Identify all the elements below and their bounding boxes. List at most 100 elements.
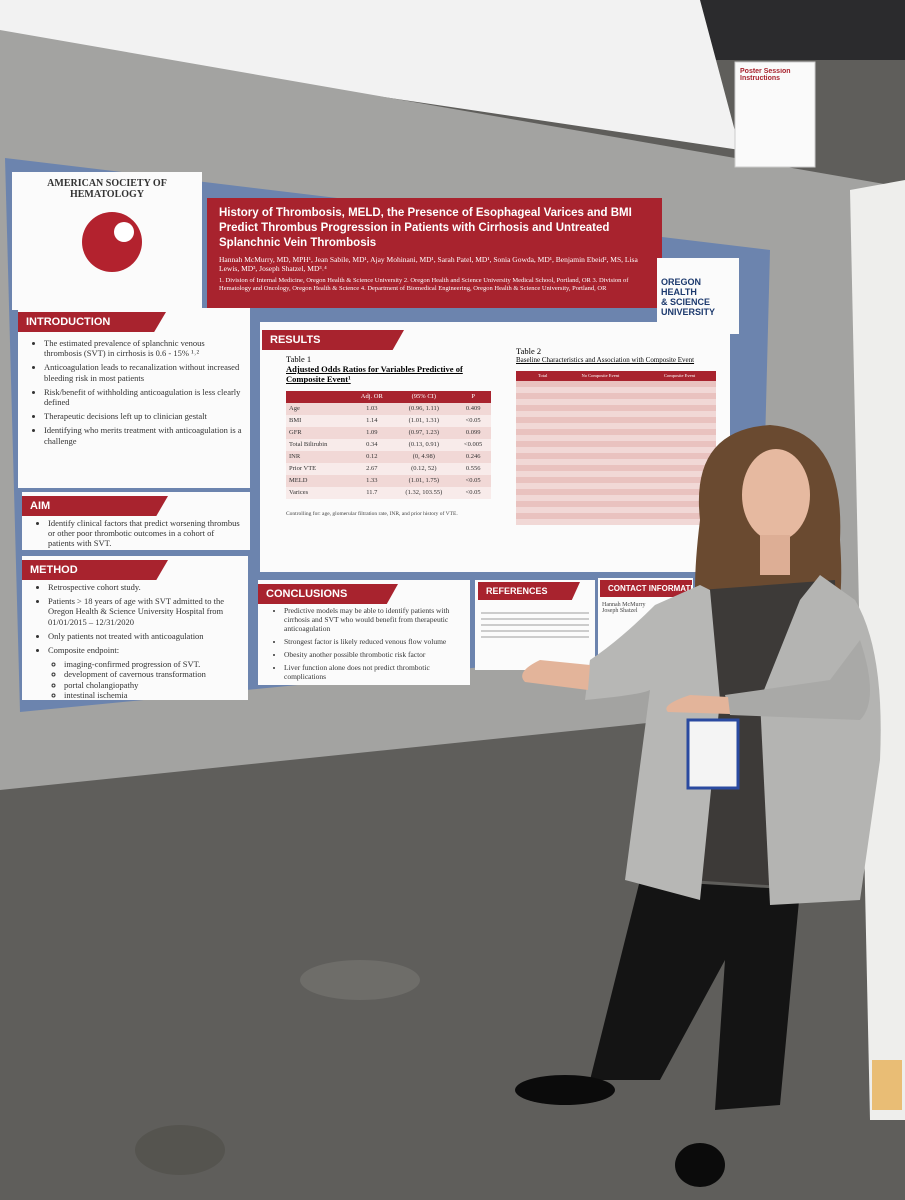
table-cell: MELD [286, 474, 352, 487]
table-header-row: Adj. OR (95% CI) P [286, 390, 491, 403]
introduction-list: The estimated prevalence of splanchnic v… [30, 338, 242, 446]
logo-mark [82, 212, 142, 272]
table: Total No Composite Event Composite Event [516, 370, 716, 381]
list-item: imaging-confirmed progression of SVT. [64, 659, 240, 669]
table-header-cell [286, 390, 352, 403]
table-row: Total Bilirubin 0.34 (0.13, 0.91) <0.005 [286, 438, 491, 451]
table-cell: (1.01, 1.75) [392, 474, 456, 487]
table-cell: BMI [286, 414, 352, 427]
logo-text: AMERICAN SOCIETY OF HEMATOLOGY [47, 178, 167, 200]
list-item: The estimated prevalence of splanchnic v… [44, 338, 242, 358]
table-header-cell: Composite Event [643, 370, 716, 381]
table-row [516, 506, 716, 513]
table-row [516, 488, 716, 495]
list-item: Composite endpoint: [48, 645, 240, 655]
table-cell: (0.12, 52) [392, 462, 456, 475]
authors: Hannah McMurry, MD, MPH¹, Jean Sabile, M… [219, 254, 638, 273]
table-row [516, 386, 716, 393]
table-header-cell: No Composite Event [557, 370, 644, 381]
section-heading: METHOD [22, 560, 168, 580]
table-row [516, 482, 716, 489]
table1: Table 1 Adjusted Odds Ratios for Variabl… [286, 354, 491, 517]
table-row [516, 410, 716, 417]
cup [872, 1060, 902, 1110]
table-footnote: Controlling for: age, glomerular filtrat… [286, 510, 458, 517]
floor-stain [135, 1125, 225, 1175]
list-item: Predictive models may be able to identif… [284, 606, 462, 633]
table-row [516, 500, 716, 507]
table-cell: 1.03 [351, 402, 393, 415]
table-cell: (0.97, 1.23) [392, 426, 456, 439]
method-list: Retrospective cohort study. Patients > 18… [34, 582, 240, 700]
contact-list: Hannah McMurry Joseph Shatzel [602, 602, 689, 614]
table-row [516, 452, 716, 459]
table-cell: 1.14 [351, 414, 393, 427]
sign [734, 61, 816, 168]
table-row [516, 434, 716, 441]
table-cell: <0.005 [455, 438, 491, 451]
table-row [516, 428, 716, 435]
section-heading: INTRODUCTION [18, 312, 166, 332]
list-item: Risk/benefit of withholding anticoagulat… [44, 387, 242, 407]
table-row [516, 446, 716, 453]
section-heading: RESULTS [262, 330, 404, 350]
table-row [516, 380, 716, 387]
table-cell: INR [286, 450, 352, 463]
table-row [516, 398, 716, 405]
list-item: Anticoagulation leads to recanalization … [44, 362, 242, 382]
table-row [516, 518, 716, 525]
table-row: BMI 1.14 (1.01, 1.31) <0.05 [286, 414, 491, 427]
table-cell: 11.7 [351, 486, 393, 499]
logo-circle [82, 212, 142, 272]
table-row [516, 494, 716, 501]
university-line: UNIVERSITY [661, 306, 716, 317]
table-cell: 0.556 [455, 462, 491, 475]
table-cell: <0.05 [455, 414, 491, 427]
list-item: intestinal ischemia [64, 690, 240, 700]
table-row [516, 512, 716, 519]
table-caption: Baseline Characteristics and Association… [516, 356, 695, 365]
table-cell: (1.32, 103.55) [392, 486, 456, 499]
table-cell: 0.409 [455, 402, 491, 415]
table-row: MELD 1.33 (1.01, 1.75) <0.05 [286, 474, 491, 487]
conclusions-panel: Predictive models may be able to identif… [258, 580, 470, 685]
table-caption: Adjusted Odds Ratios for Variables Predi… [286, 364, 463, 385]
table-cell: 0.246 [455, 450, 491, 463]
affiliations: 1. Division of Internal Medicine, Oregon… [219, 276, 629, 292]
list-item: Liver function alone does not predict th… [284, 663, 462, 681]
university-logo: OREGON HEALTH & SCIENCE UNIVERSITY [657, 258, 739, 334]
table-row [516, 404, 716, 411]
contact-line: Joseph Shatzel [602, 608, 638, 614]
table-cell: Varices [286, 486, 352, 499]
logo: AMERICAN SOCIETY OF HEMATOLOGY [12, 172, 202, 310]
list-item: Identifying who merits treatment with an… [44, 425, 242, 445]
list-item: Retrospective cohort study. [48, 582, 240, 592]
list-item: Identify clinical factors that predict w… [48, 518, 242, 549]
list-item: Strongest factor is likely reduced venou… [284, 637, 462, 646]
table-cell: 0.12 [351, 450, 393, 463]
table-cell: (1.01, 1.31) [392, 414, 456, 427]
table-cell: 1.09 [351, 426, 393, 439]
table-cell: <0.05 [455, 486, 491, 499]
table-row [516, 416, 716, 423]
table-cell: GFR [286, 426, 352, 439]
wall [0, 0, 740, 150]
table-cell: (0.96, 1.11) [392, 402, 456, 415]
section-heading: CONCLUSIONS [258, 584, 398, 604]
introduction-panel: The estimated prevalence of splanchnic v… [18, 308, 250, 488]
university-line: & SCIENCE [661, 296, 711, 307]
conclusions-list: Predictive models may be able to identif… [270, 606, 462, 681]
table-row: GFR 1.09 (0.97, 1.23) 0.099 [286, 426, 491, 439]
table-row [516, 464, 716, 471]
list-item: portal cholangiopathy [64, 680, 240, 690]
table-row: Age 1.03 (0.96, 1.11) 0.409 [286, 402, 491, 415]
table-row [516, 470, 716, 477]
section-heading: REFERENCES [478, 582, 580, 600]
table2: Table 2 Baseline Characteristics and Ass… [516, 346, 716, 525]
table-label: Table 1 [286, 354, 312, 364]
table-row: INR 0.12 (0, 4.98) 0.246 [286, 450, 491, 463]
university-line: OREGON [661, 277, 702, 287]
table-cell: Age [286, 402, 352, 415]
sub-list: imaging-confirmed progression of SVT.dev… [48, 659, 240, 700]
